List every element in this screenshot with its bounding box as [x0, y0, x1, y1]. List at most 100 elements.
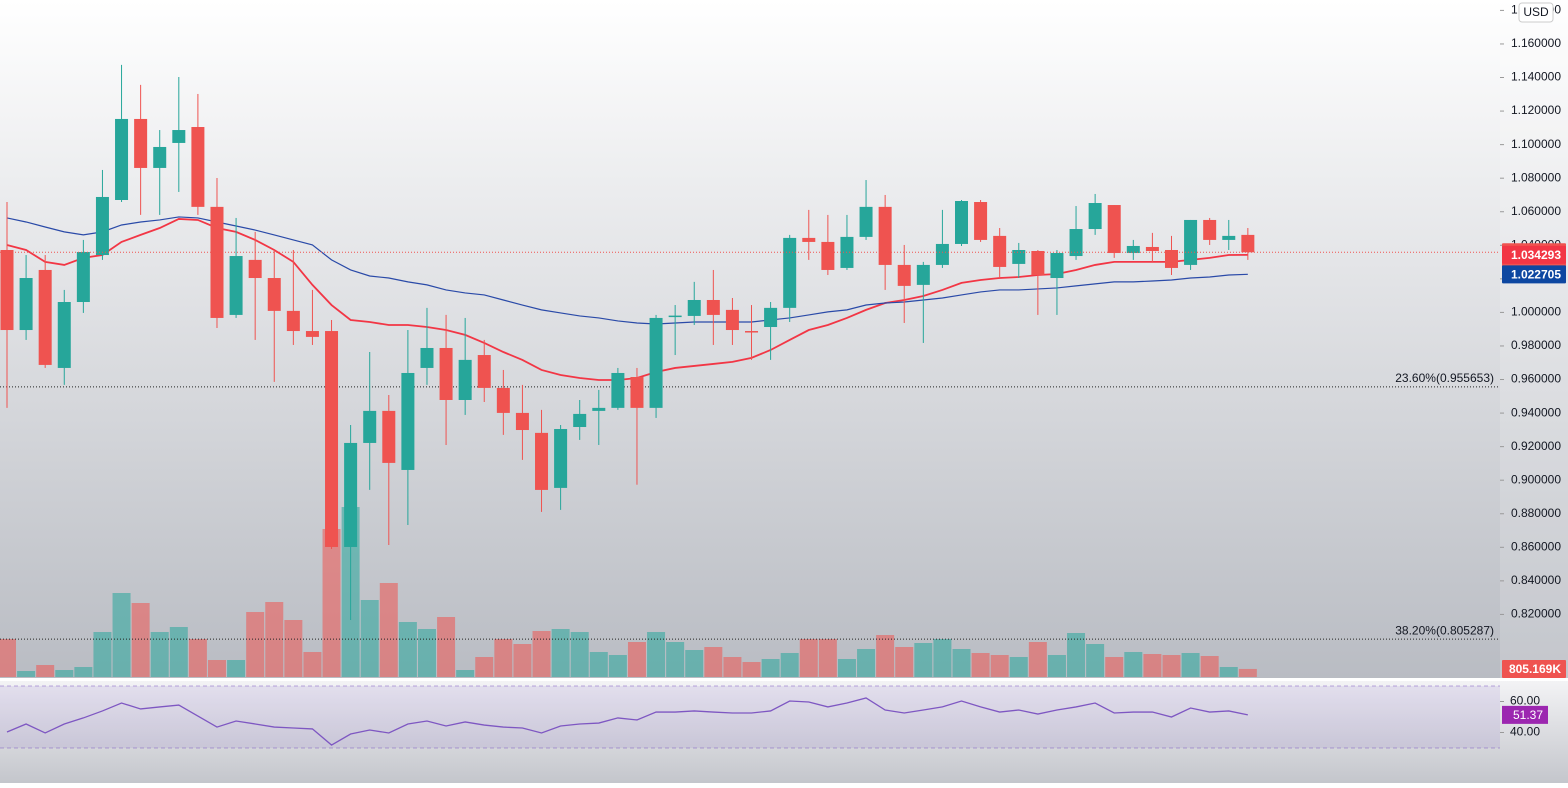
candle-body — [1203, 219, 1217, 240]
volume-bar — [169, 627, 188, 677]
volume-bar — [227, 660, 246, 677]
volume-bar — [379, 583, 398, 677]
candle-body — [878, 206, 892, 265]
candle-body — [115, 118, 129, 200]
rsi-value-bg — [1502, 705, 1548, 724]
candle-body — [210, 206, 224, 318]
volume-bar — [322, 529, 341, 677]
volume-bar — [1162, 655, 1181, 677]
y-tick-label: 1.060000 — [1511, 204, 1561, 218]
candle-body — [649, 317, 663, 408]
y-tick-label: 0.840000 — [1511, 573, 1561, 587]
volume-bar — [761, 659, 780, 677]
volume-bar — [1124, 652, 1143, 677]
candle-body — [439, 347, 453, 400]
candle-body — [859, 206, 873, 237]
candle-body — [515, 412, 529, 431]
candle-body — [554, 429, 568, 488]
volume-bar — [246, 612, 265, 677]
candle-body — [19, 278, 33, 331]
price-axis — [1500, 0, 1568, 678]
y-tick-label: 0.980000 — [1511, 338, 1561, 352]
candle-body — [1184, 219, 1198, 265]
volume-bar — [360, 600, 379, 677]
candle-body — [993, 235, 1007, 267]
y-tick-label: 1.160000 — [1511, 36, 1561, 50]
volume-bar — [1067, 633, 1086, 677]
volume-bar — [0, 639, 16, 677]
volume-bar — [207, 660, 226, 677]
candle-body — [687, 299, 701, 316]
candle-body — [802, 237, 816, 242]
ema-value-label-bg — [1502, 245, 1566, 264]
volume-bar — [55, 670, 74, 677]
volume-bar — [570, 632, 589, 677]
candle-body — [611, 372, 625, 408]
currency: USD — [1523, 5, 1549, 19]
volume-bar — [437, 617, 456, 677]
volume-bar — [150, 632, 169, 677]
candle-body — [1241, 234, 1255, 253]
candle-body — [1050, 253, 1064, 279]
candle-body — [764, 307, 778, 328]
candle-body — [535, 432, 549, 490]
price-pane — [0, 0, 1568, 678]
volume-bar — [532, 631, 551, 677]
candle-body — [401, 372, 415, 470]
volume-bar — [284, 620, 303, 677]
candle-body — [325, 331, 339, 547]
rsi-band — [0, 686, 1500, 748]
candle-body — [974, 202, 988, 240]
candle-body — [477, 355, 491, 388]
volume-bar — [914, 643, 933, 677]
volume-bar — [895, 647, 914, 677]
candle-body — [783, 237, 797, 308]
candle-body — [172, 130, 186, 143]
y-tick-label: 1.120000 — [1511, 103, 1561, 117]
y-tick-label: 0.820000 — [1511, 607, 1561, 621]
volume-bar — [1181, 653, 1200, 677]
candle-body — [229, 256, 243, 315]
ema-value-label: 1.022705 — [1511, 267, 1561, 281]
volume-bar — [417, 629, 436, 677]
candle-body — [916, 264, 930, 285]
volume-bar — [398, 622, 417, 677]
ema-value-label: 1.034293 — [1511, 248, 1561, 262]
rsi-tick-label: 40.00 — [1510, 725, 1540, 739]
volume-bar — [494, 639, 513, 677]
candle-body — [0, 249, 14, 331]
y-tick-label: 1.000000 — [1511, 305, 1561, 319]
candle-body — [191, 127, 205, 207]
volume-bar — [799, 639, 818, 677]
volume-bar — [112, 593, 131, 677]
candle-body — [725, 309, 739, 331]
candle-body — [1012, 249, 1026, 264]
candle-body — [668, 315, 682, 318]
candle-body — [382, 410, 396, 463]
y-tick-label: 0.880000 — [1511, 506, 1561, 520]
candle-body — [1069, 229, 1083, 257]
candle-body — [630, 377, 644, 408]
volume-bar — [1200, 656, 1219, 677]
volume-bar — [1143, 654, 1162, 677]
y-tick-label: 0.900000 — [1511, 472, 1561, 486]
volume-bar — [933, 639, 952, 677]
candle-body — [134, 118, 148, 168]
candle-body — [1107, 205, 1121, 254]
volume-bar — [303, 652, 322, 677]
volume-label-bg — [1502, 659, 1566, 678]
y-tick-label: 1.080000 — [1511, 170, 1561, 184]
volume-bar — [513, 644, 532, 677]
candle-body — [496, 387, 510, 413]
candle-body — [305, 331, 319, 337]
candle-body — [57, 302, 71, 368]
candle-body — [1164, 249, 1178, 268]
candle-body — [38, 269, 52, 365]
volume-bar — [1219, 667, 1238, 677]
rsi-tick-label: 60.00 — [1510, 694, 1540, 708]
candle-body — [1222, 235, 1236, 240]
volume-bar — [818, 639, 837, 677]
candle-body — [344, 442, 358, 547]
volume-bar — [265, 602, 284, 677]
volume-bar — [685, 650, 704, 677]
